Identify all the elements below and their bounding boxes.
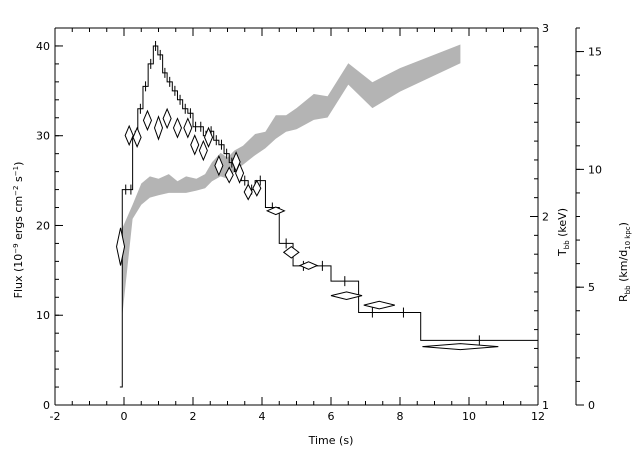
x-tick-label: 0 [121, 410, 128, 423]
x-tick-label: 4 [259, 410, 266, 423]
x-tick-label: 8 [397, 410, 404, 423]
temperature-diamond [214, 154, 224, 177]
temperature-diamond [235, 162, 245, 184]
temperature-tick-label: 3 [542, 22, 549, 35]
temperature-diamond [116, 227, 126, 266]
flux-tick-label: 0 [43, 399, 50, 412]
x-tick-label: 6 [328, 410, 335, 423]
temperature-diamond [142, 109, 153, 132]
radius-band-layer [122, 44, 461, 316]
temperature-diamond [243, 183, 253, 201]
temperature-diamond [224, 166, 234, 184]
temperature-diamond [162, 107, 172, 130]
temperature-diamond [282, 246, 300, 259]
x-axis-title: Time (s) [308, 434, 354, 447]
temperature-diamond [265, 206, 286, 216]
temperature-diamond [153, 115, 164, 141]
y-axis-title-flux: Flux (10−9 ergs cm−2 s−1) [12, 162, 25, 299]
radius-tick-label: 5 [588, 281, 595, 294]
radius-band [122, 44, 461, 316]
flux-step-layer [119, 40, 538, 388]
temperature-diamond [183, 117, 193, 139]
temperature-diamond [298, 261, 319, 270]
temperature-diamond [203, 126, 214, 149]
temperature-diamond [190, 134, 200, 156]
flux-tick-label: 30 [36, 130, 50, 143]
temperature-diamond [330, 291, 363, 300]
flux-tick-label: 10 [36, 309, 50, 322]
temperature-diamond [363, 300, 395, 310]
x-tick-label: 2 [190, 410, 197, 423]
temperature-tick-label: 1 [542, 399, 549, 412]
x-tick-label: 12 [531, 410, 545, 423]
radius-tick-label: 15 [588, 46, 602, 59]
temperature-diamond [252, 179, 262, 197]
temperature-diamond [422, 343, 499, 351]
flux-tick-label: 20 [36, 219, 50, 232]
temperature-diamond [124, 124, 134, 147]
flux-tick-label: 40 [36, 40, 50, 53]
x-tick-label: 10 [462, 410, 476, 423]
temperature-diamond-layer [116, 107, 499, 351]
temperature-diamond [172, 117, 183, 139]
y-axis-title-temperature: Tbb (keV) [556, 208, 571, 257]
temperature-diamond [132, 126, 142, 149]
radius-tick-label: 0 [588, 399, 595, 412]
temperature-tick-label: 2 [542, 211, 549, 224]
radius-tick-label: 10 [588, 163, 602, 176]
temperature-diamond [198, 139, 208, 162]
x-tick-label: -2 [50, 410, 61, 423]
y-axis-title-radius: Rbb (km/d10 kpc) [617, 222, 632, 302]
